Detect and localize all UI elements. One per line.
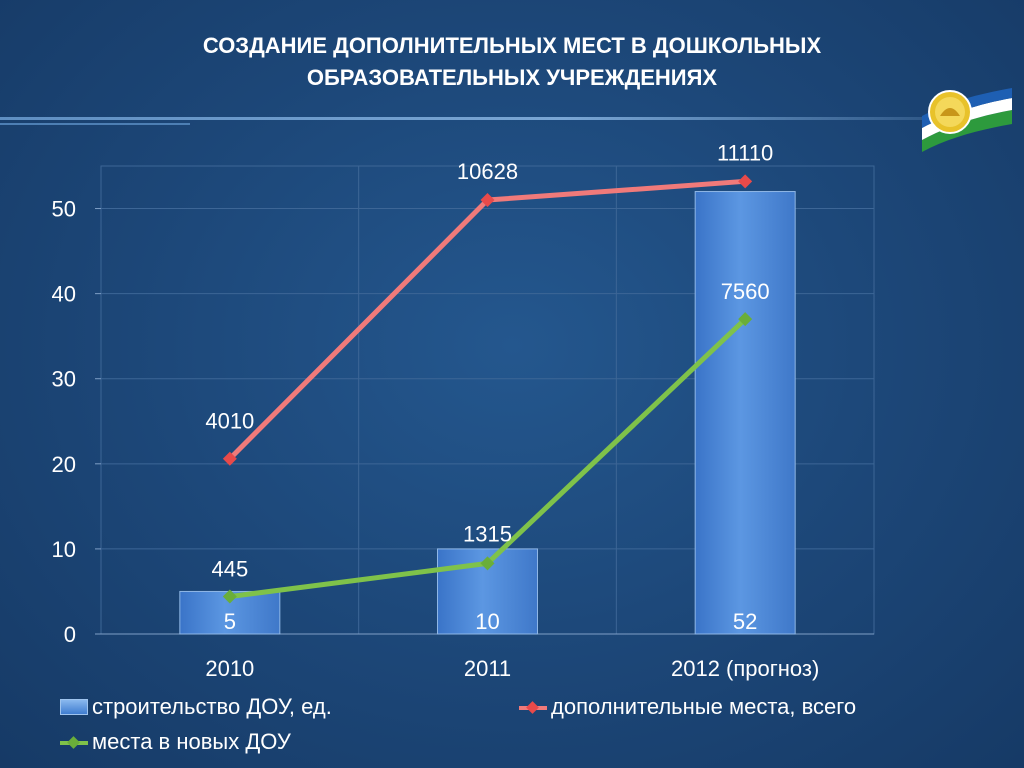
bar-data-label-0: 5 xyxy=(224,609,236,634)
x-tick-label-0: 2010 xyxy=(205,656,254,681)
series-1-data-label-1: 10628 xyxy=(457,159,518,184)
page-title: СОЗДАНИЕ ДОПОЛНИТЕЛЬНЫХ МЕСТ В ДОШКОЛЬНЫ… xyxy=(0,30,1024,94)
y-tick-label-50: 50 xyxy=(52,197,76,222)
bar-data-label-1: 10 xyxy=(475,609,499,634)
series-1-marker-1 xyxy=(480,193,495,208)
y-tick-label-20: 20 xyxy=(52,452,76,477)
bashkortostan-emblem-icon xyxy=(922,88,1012,152)
bar-2 xyxy=(694,191,796,635)
series-2-marker-2 xyxy=(738,312,753,327)
series-2-marker-0 xyxy=(222,589,237,604)
legend-new-swatch xyxy=(60,735,88,749)
legend-item-bars: строительство ДОУ, ед. xyxy=(60,694,332,720)
legend-item-total: дополнительные места, всего xyxy=(519,694,856,720)
legend-bar-swatch xyxy=(60,699,88,715)
legend-label-bars: строительство ДОУ, ед. xyxy=(92,694,332,719)
legend-label-total: дополнительные места, всего xyxy=(551,694,857,719)
series-2-marker-1 xyxy=(480,556,495,571)
series-1-marker-0 xyxy=(222,451,237,466)
series-2-data-label-2: 7560 xyxy=(721,279,770,304)
legend-item-new: места в новых ДОУ xyxy=(60,729,291,755)
series-2-data-label-1: 1315 xyxy=(463,521,512,546)
bar-data-label-2: 52 xyxy=(733,609,757,634)
series-1-data-label-2: 11110 xyxy=(717,140,773,165)
y-tick-label-30: 30 xyxy=(52,367,76,392)
title-line-1: СОЗДАНИЕ ДОПОЛНИТЕЛЬНЫХ МЕСТ В ДОШКОЛЬНЫ… xyxy=(202,33,822,58)
legend-label-new: места в новых ДОУ xyxy=(92,729,291,754)
title-line-2: ОБРАЗОВАТЕЛЬНЫХ УЧРЕЖДЕНИЯХ xyxy=(306,65,718,90)
series-1-marker-2 xyxy=(738,174,753,189)
header-divider xyxy=(0,117,940,120)
series-line-1 xyxy=(227,178,748,462)
y-tick-label-40: 40 xyxy=(52,282,76,307)
header-divider-accent xyxy=(0,123,190,125)
series-1-data-label-0: 4010 xyxy=(205,409,254,434)
legend-total-swatch xyxy=(519,700,547,714)
x-tick-label-1: 2011 xyxy=(464,656,511,681)
y-tick-label-0: 0 xyxy=(64,622,76,647)
x-tick-label-2: 2012 (прогноз) xyxy=(671,656,819,681)
series-2-data-label-0: 445 xyxy=(211,557,248,582)
y-tick-label-10: 10 xyxy=(52,537,76,562)
